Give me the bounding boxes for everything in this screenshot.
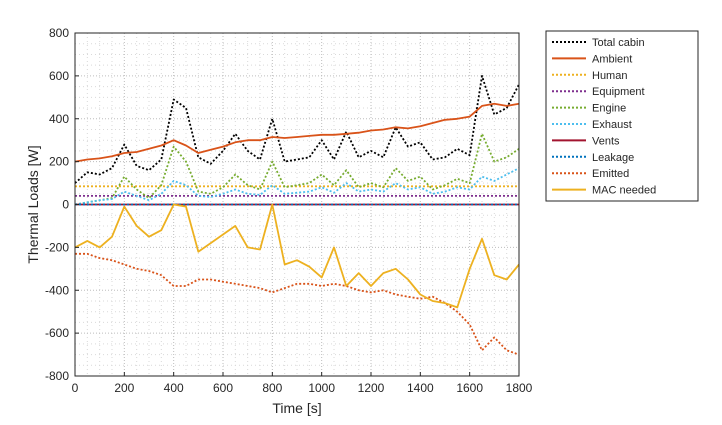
x-axis-label: Time [s]	[272, 400, 321, 416]
legend-label: MAC needed	[592, 185, 656, 197]
axis-ticks: 0 200 400 600 800 1000 1200 1400 1600 1800 -800 -60…	[45, 26, 533, 395]
y-tick-label: 200	[49, 155, 69, 169]
x-tick-label: 200	[114, 381, 134, 395]
y-tick-label: 0	[62, 198, 69, 212]
y-axis-label: Thermal Loads [W]	[25, 145, 41, 263]
x-tick-label: 1600	[456, 381, 483, 395]
legend-label: Exhaust	[592, 119, 632, 131]
series-line-exhaust	[74, 167, 520, 206]
y-tick-label: -800	[45, 369, 69, 383]
series-line-ambient	[74, 102, 520, 163]
legend-label: Ambient	[592, 53, 632, 65]
y-tick-label: -400	[45, 283, 69, 297]
x-tick-label: 1000	[308, 381, 335, 395]
series-line-total-cabin	[74, 75, 520, 184]
y-tick-label: 800	[49, 26, 69, 40]
x-tick-label: 0	[72, 381, 79, 395]
legend-label: Total cabin	[592, 37, 645, 49]
x-tick-label: 800	[262, 381, 282, 395]
series-line-emitted	[75, 252, 520, 356]
legend-label: Leakage	[592, 152, 634, 164]
y-tick-label: -200	[45, 240, 69, 254]
legend-label: Emitted	[592, 168, 629, 180]
x-tick-label: 1400	[407, 381, 434, 395]
legend: Total cabin Ambient Human Equipment Engine Ex…	[545, 30, 699, 202]
y-tick-label: 400	[49, 112, 69, 126]
legend-label: Vents	[592, 135, 620, 147]
y-tick-label: 600	[49, 69, 69, 83]
legend-label: Human	[592, 70, 627, 82]
x-tick-label: 600	[213, 381, 233, 395]
x-tick-label: 1800	[506, 381, 533, 395]
series-line-engine	[74, 132, 520, 206]
legend-label: Equipment	[592, 86, 645, 98]
x-tick-label: 400	[164, 381, 184, 395]
x-tick-label: 1200	[358, 381, 385, 395]
series-line-mac-needed	[74, 203, 520, 309]
legend-label: Engine	[592, 103, 626, 115]
series-layer	[74, 75, 520, 356]
y-tick-label: -600	[45, 326, 69, 340]
